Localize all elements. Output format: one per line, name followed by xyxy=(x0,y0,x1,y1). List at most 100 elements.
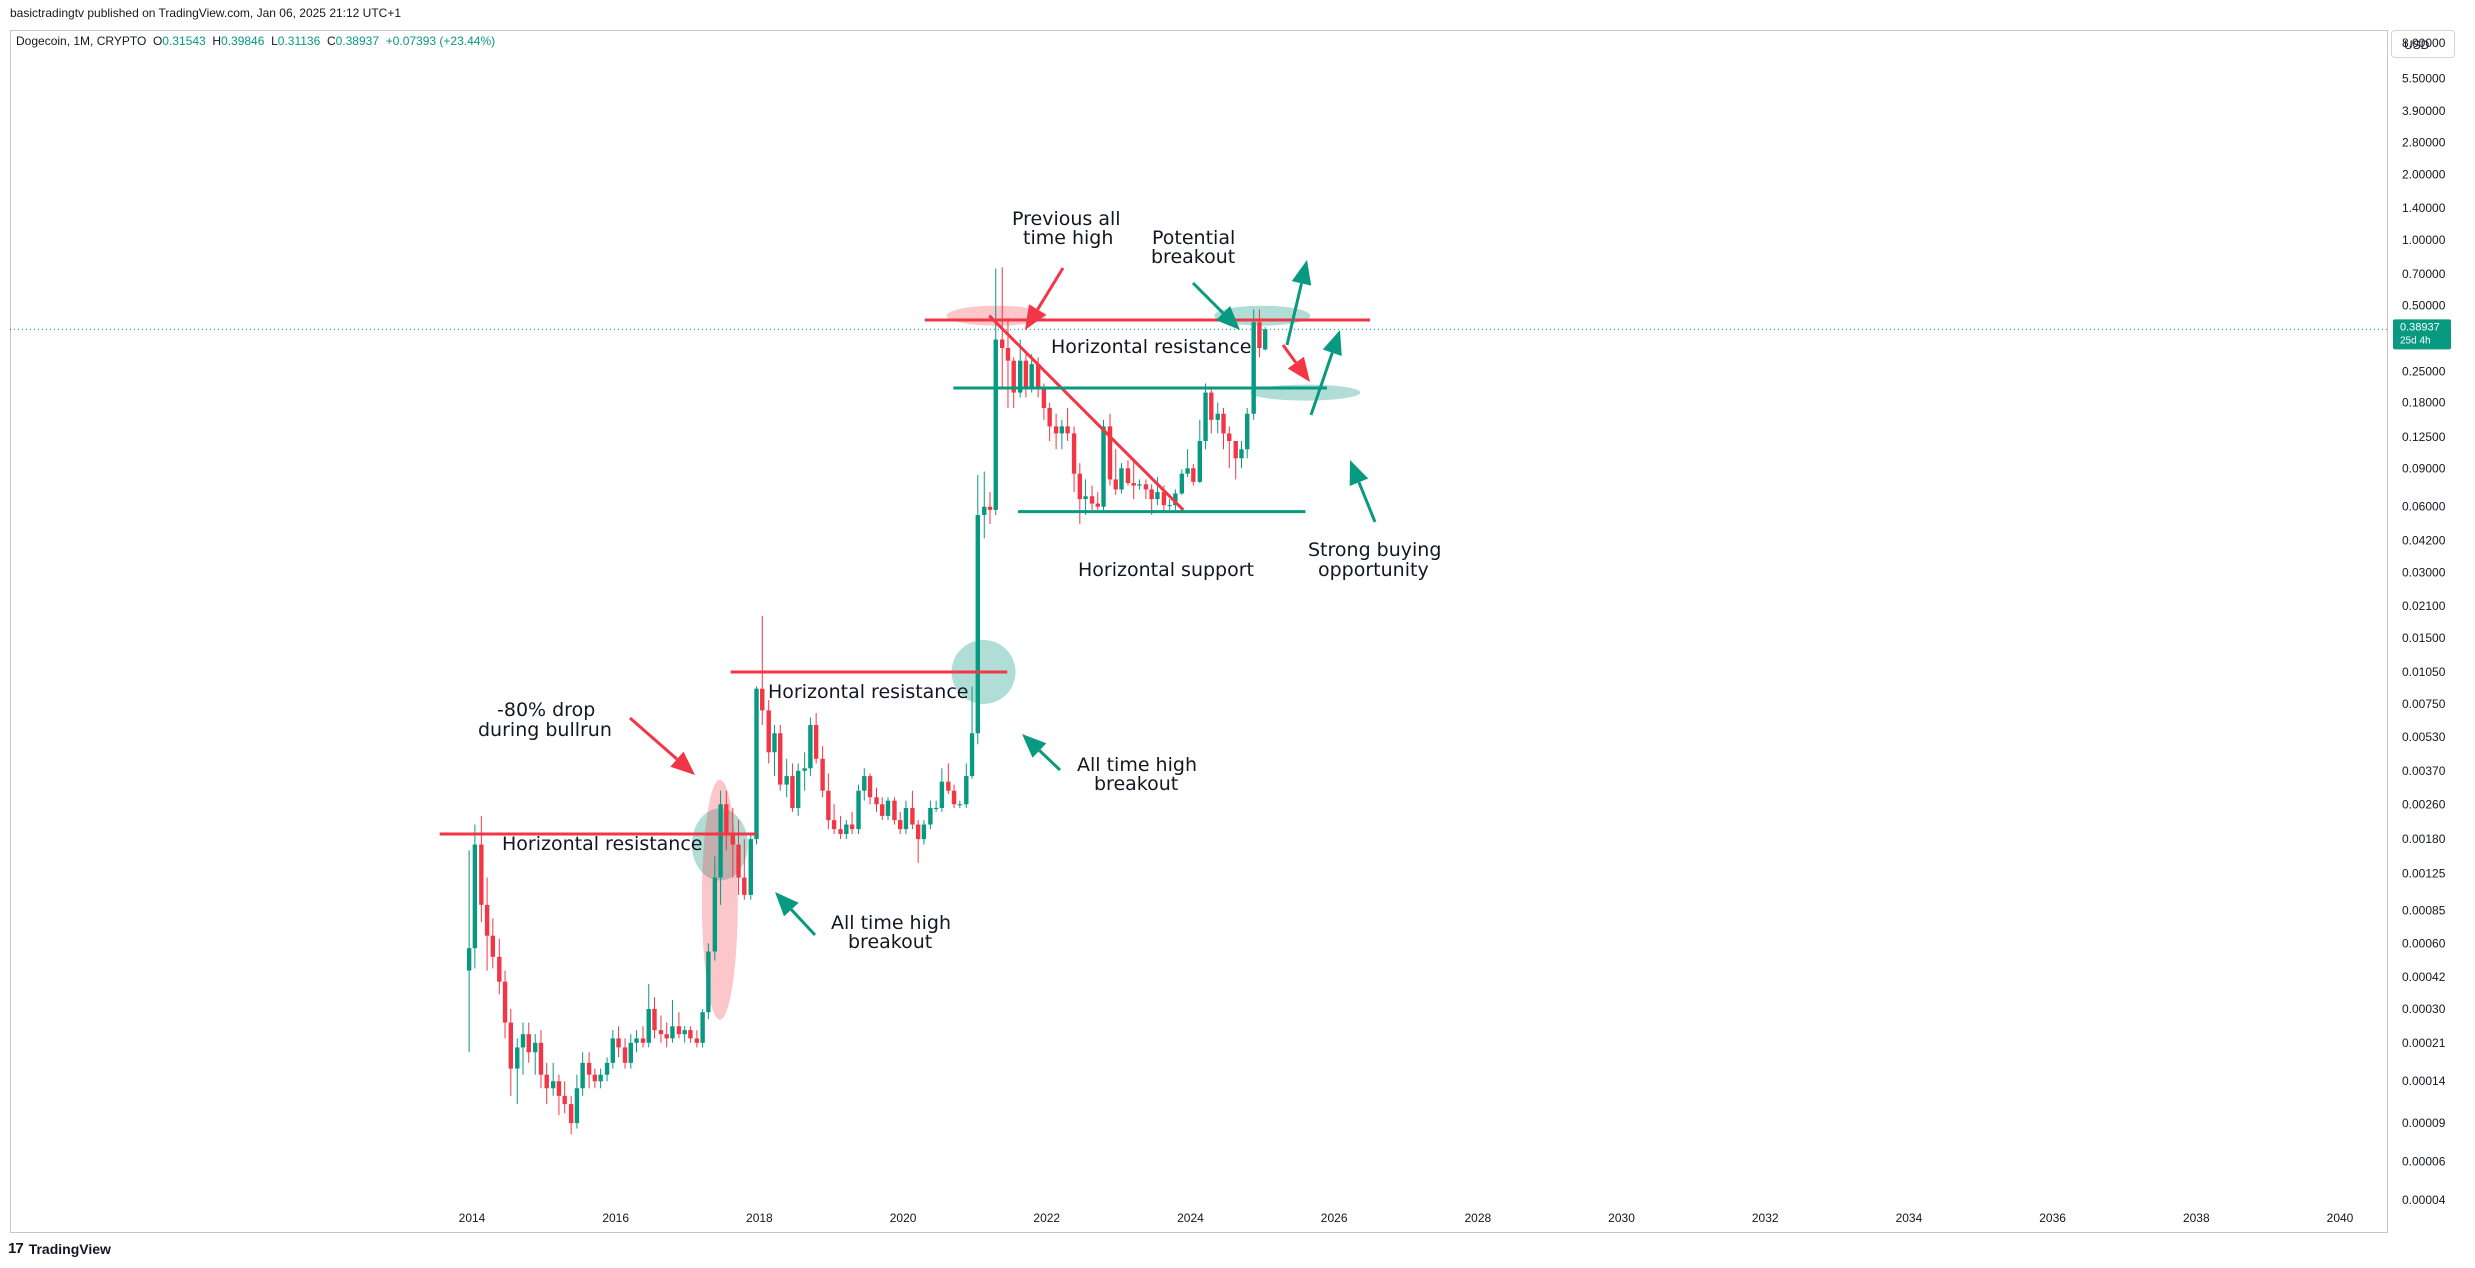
candle-body xyxy=(604,1062,610,1075)
candle-body xyxy=(592,1074,598,1082)
arrow-prev-ath-icon xyxy=(1025,267,1065,330)
candle-body xyxy=(813,724,819,759)
candle-body xyxy=(1245,413,1250,450)
candle-body xyxy=(550,1081,556,1089)
candle-body xyxy=(568,1104,574,1124)
candle-body xyxy=(856,790,861,830)
y-tick-label: 0.02100 xyxy=(2402,599,2446,613)
candle-body xyxy=(1262,329,1268,350)
candle-body xyxy=(508,1022,513,1069)
candle-body xyxy=(1000,339,1005,349)
x-tick-label: 2018 xyxy=(746,1211,773,1225)
close-label: C xyxy=(326,34,336,48)
open-value: 0.31543 xyxy=(162,34,206,48)
drop-label-line1: -80% drop xyxy=(497,699,595,721)
symbol-name[interactable]: Dogecoin, 1M, CRYPTO xyxy=(16,34,147,48)
candle-body xyxy=(1173,493,1178,506)
candle-body xyxy=(1137,484,1142,486)
chart-frame xyxy=(10,30,2388,1233)
candle-body xyxy=(915,824,921,840)
ath-breakout-2-line2: breakout xyxy=(1094,773,1178,795)
arrow-ath-breakout-1-icon xyxy=(775,892,817,937)
candle-body xyxy=(1167,505,1172,507)
prev-ath-line2: time high xyxy=(1023,227,1113,249)
candle-body xyxy=(1185,468,1190,474)
high-label: H xyxy=(212,34,222,48)
candle-body xyxy=(928,807,933,825)
candle-body xyxy=(820,758,825,791)
last-price-value: 0.38937 xyxy=(2400,321,2440,333)
candle-body xyxy=(1215,413,1220,420)
downtrend-line[interactable] xyxy=(988,314,1185,511)
strong-buy-line2: opportunity xyxy=(1318,559,1429,581)
candle-body xyxy=(1227,433,1232,441)
candle-body xyxy=(622,1047,628,1063)
y-tick-label: 0.00042 xyxy=(2402,970,2446,984)
y-tick-label: 0.00085 xyxy=(2402,903,2446,917)
support-label-2022: Horizontal support xyxy=(1078,559,1254,581)
y-tick-label: 0.01500 xyxy=(2402,631,2446,645)
candle-body xyxy=(1035,364,1041,388)
candle-body xyxy=(1257,322,1262,349)
candle-body xyxy=(898,820,903,830)
trend-lines[interactable] xyxy=(439,314,1371,836)
x-tick-label: 2020 xyxy=(890,1211,917,1225)
y-tick-label: 0.04200 xyxy=(2402,534,2446,548)
y-tick-label: 0.09000 xyxy=(2402,461,2446,475)
currency-button[interactable]: USD xyxy=(2391,30,2455,58)
candle-body xyxy=(1023,360,1029,388)
x-tick-label: 2040 xyxy=(2327,1211,2354,1225)
candle-body xyxy=(1239,449,1244,459)
candle-body xyxy=(676,1026,682,1035)
candle-body xyxy=(1101,426,1106,507)
candle-body xyxy=(742,877,747,895)
x-tick-label: 2014 xyxy=(459,1211,486,1225)
candle-body xyxy=(939,781,945,808)
x-axis: 2014 2016 2018 2020 2022 2024 2026 2028 2030 2032… xyxy=(459,1211,2354,1225)
y-tick-label: 0.00125 xyxy=(2402,867,2446,881)
candle-body xyxy=(748,839,753,895)
candle-body xyxy=(1107,426,1113,480)
candle-body xyxy=(652,1008,657,1031)
candle-body xyxy=(502,981,508,1023)
candle-body xyxy=(544,1074,549,1089)
candle-body xyxy=(790,776,795,808)
ath-breakout-1-line2: breakout xyxy=(848,931,932,953)
candle-body xyxy=(610,1038,616,1063)
candle-body xyxy=(490,935,496,957)
candle-body xyxy=(1113,479,1118,490)
tradingview-logo[interactable]: 17 TradingView xyxy=(8,1240,111,1257)
candle-body xyxy=(640,1038,646,1043)
candle-body xyxy=(826,790,831,821)
x-tick-label: 2022 xyxy=(1033,1211,1060,1225)
candle-body xyxy=(1161,492,1167,506)
candle-body xyxy=(1011,360,1016,393)
candle-body xyxy=(472,844,478,949)
y-axis: 8.00000 5.50000 3.90000 2.80000 2.00000 1.400… xyxy=(2402,36,2446,1207)
close-value: 0.38937 xyxy=(335,34,380,48)
candle-body xyxy=(718,804,723,878)
y-tick-label: 0.00006 xyxy=(2402,1155,2446,1169)
resistance-label-2017: Horizontal resistance xyxy=(502,833,702,855)
candle-body xyxy=(580,1062,585,1089)
y-tick-label: 0.00180 xyxy=(2402,832,2446,846)
y-tick-label: 0.50000 xyxy=(2402,299,2446,313)
y-tick-label: 0.00009 xyxy=(2402,1116,2446,1130)
low-value: 0.31136 xyxy=(277,34,321,48)
y-tick-label: 0.70000 xyxy=(2402,267,2446,281)
candle-body xyxy=(754,688,759,840)
candle-body xyxy=(658,1030,664,1035)
y-tick-label: 3.90000 xyxy=(2402,104,2446,118)
x-tick-label: 2032 xyxy=(1752,1211,1779,1225)
candle-body xyxy=(1077,473,1083,500)
candle-body xyxy=(1125,468,1131,484)
y-tick-label: 0.00014 xyxy=(2402,1074,2446,1088)
candle-body xyxy=(466,948,472,971)
candle-body xyxy=(849,824,855,830)
candle-body xyxy=(1149,489,1154,500)
candle-body xyxy=(885,800,891,816)
candle-body xyxy=(628,1042,633,1063)
high-value: 0.39846 xyxy=(221,34,265,48)
arrow-potential-icon xyxy=(1191,281,1240,330)
